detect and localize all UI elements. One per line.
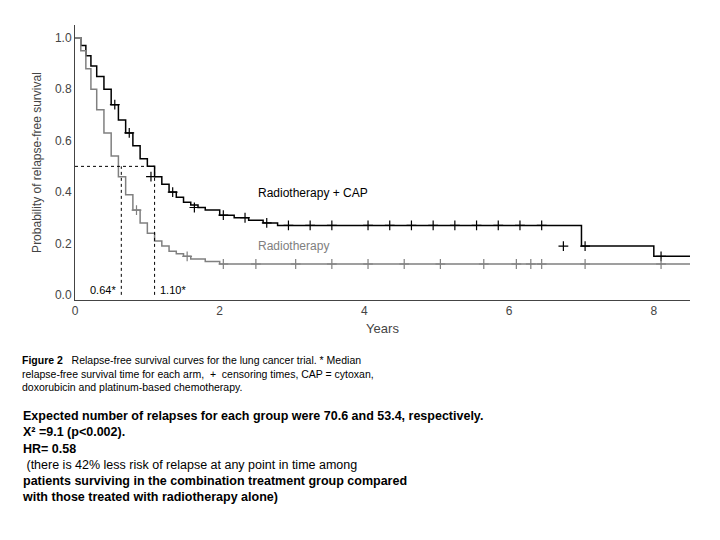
svg-text:Radiotherapy + CAP: Radiotherapy + CAP [258, 186, 368, 200]
svg-text:0.64*: 0.64* [90, 284, 116, 296]
svg-text:6: 6 [506, 304, 513, 318]
svg-text:2: 2 [216, 304, 223, 318]
svg-text:0: 0 [72, 304, 79, 318]
svg-text:Probability of relapse-free su: Probability of relapse-free survival [30, 72, 44, 253]
svg-text:1.10*: 1.10* [160, 284, 186, 296]
svg-text:8: 8 [650, 304, 657, 318]
svg-text:0.2: 0.2 [55, 237, 72, 251]
svg-text:Radiotherapy: Radiotherapy [258, 239, 329, 253]
svg-text:0.4: 0.4 [55, 185, 72, 199]
svg-text:0.8: 0.8 [55, 82, 72, 96]
svg-text:4: 4 [361, 304, 368, 318]
svg-text:1.0: 1.0 [55, 31, 72, 45]
svg-text:Figure 2 Relapse-free surviv: Figure 2 Relapse-free survival curves fo… [22, 354, 374, 393]
svg-text:0.6: 0.6 [55, 134, 72, 148]
svg-text:Expected number of relapses fo: Expected number of relapses for each gro… [22, 409, 483, 504]
svg-text:Years: Years [366, 321, 399, 336]
svg-text:0.0: 0.0 [55, 288, 72, 302]
